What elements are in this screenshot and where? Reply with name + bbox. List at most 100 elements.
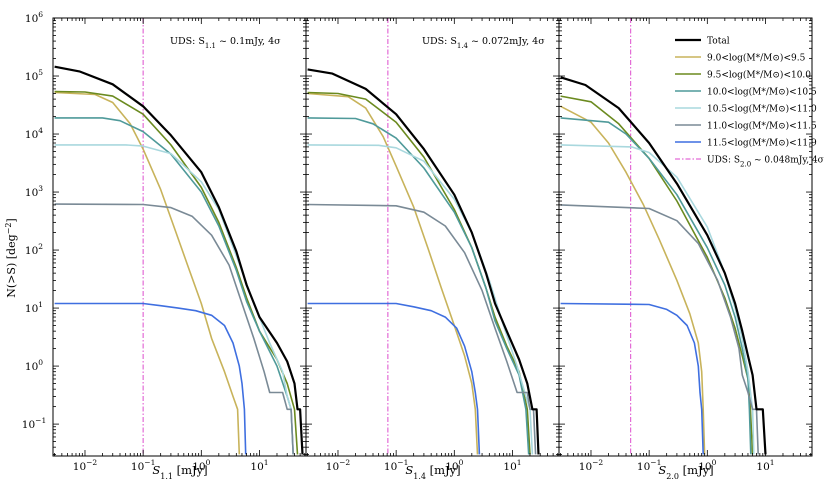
- legend-label-m119: 11.5<log(M*/M⊙)<11.9: [707, 138, 817, 149]
- x-axis-label-s14-unit: [mJy]: [426, 463, 461, 477]
- y-axis-label: N(>S) [deg−2]: [4, 218, 19, 297]
- x-tick-label-exp-s11: 0: [206, 458, 211, 467]
- legend-label-m115: 11.0<log(M*/M⊙)<11.5: [707, 121, 817, 132]
- legend-label-uds-post: ~ 0.048mJy, 4σ: [751, 156, 824, 166]
- series-group-s20: [560, 18, 767, 456]
- y-tick-label: 104: [25, 126, 43, 141]
- plot-frame-s14: [305, 17, 560, 457]
- x-tick-label-s20: 10−2: [579, 458, 604, 473]
- uds-label-s14-post: ~ 0.072mJy, 4σ: [468, 36, 545, 47]
- x-tick-label-exp-s11: −2: [86, 458, 97, 467]
- y-tick-label: 100: [25, 358, 43, 373]
- y-tick-label: 10−1: [22, 416, 46, 431]
- plot-area-s20: 10−2 10−1 100 101: [558, 17, 813, 473]
- x-axis-label-s11: S1.1 [mJy]: [152, 463, 207, 481]
- y-tick-label: 101: [25, 300, 43, 315]
- x-tick-label-exp-s14: 1: [517, 458, 522, 467]
- x-axis-label-s20-base: S: [658, 463, 666, 477]
- x-tick-label-s14: 101: [503, 458, 521, 473]
- legend-label-uds: UDS: S2.0 ~ 0.048mJy, 4σ: [707, 156, 824, 169]
- y-tick-label-exp: 2: [38, 242, 43, 251]
- uds-label-s11-pre: UDS: S: [170, 36, 205, 47]
- panel-s14: 10−2 10−1 100 101 UDS: S1.4 ~ 0.072mJy, 4σ …: [305, 17, 560, 481]
- series-m95-s14: [307, 92, 479, 455]
- panel-s11: 10−2 10−1 100 10110−1100101102103104105106 …: [22, 10, 307, 481]
- x-axis-label-s14-base: S: [405, 463, 413, 477]
- plot-frame-s20: [558, 17, 813, 457]
- uds-label-s11: UDS: S1.1 ~ 0.1mJy, 4σ: [170, 36, 281, 50]
- series-m95-s11: [54, 91, 241, 455]
- uds-label-s11-sub: 1.1: [205, 42, 216, 50]
- plot-frame-s11: [52, 17, 307, 457]
- x-tick-label-exp-s20: 1: [770, 458, 775, 467]
- legend-label-uds-pre: UDS: S: [707, 156, 740, 166]
- y-tick-label-exp: 1: [38, 300, 43, 309]
- series-m110-s14: [307, 144, 534, 455]
- x-tick-label-s11: 101: [250, 458, 268, 473]
- y-tick-label: 103: [25, 184, 43, 199]
- uds-label-s11-post: ~ 0.1mJy, 4σ: [216, 36, 281, 47]
- series-total-s11: [54, 65, 304, 455]
- x-tick-label-s14: 10−2: [326, 458, 351, 473]
- legend-label-m95: 9.0<log(M*/M⊙)<9.5: [707, 53, 806, 64]
- y-tick-label-exp: 6: [38, 10, 43, 19]
- x-tick-label-s20: 101: [756, 458, 774, 473]
- series-m119-s11: [54, 302, 247, 455]
- x-axis-label-s14-sub: 1.4: [413, 472, 426, 481]
- x-axis-label-s11-sub: 1.1: [160, 472, 173, 481]
- x-tick-label-s11: 10−2: [73, 458, 98, 473]
- series-m95-s20: [560, 105, 706, 455]
- x-tick-label-exp-s11: −1: [144, 458, 155, 467]
- uds-label-s14-pre: UDS: S: [422, 36, 457, 47]
- y-tick-label: 105: [25, 68, 43, 83]
- series-m119-s14: [307, 302, 481, 455]
- series-m115-s11: [54, 203, 294, 455]
- y-tick-label-exp: 3: [38, 184, 43, 193]
- series-m100-s11: [54, 90, 299, 455]
- x-tick-label-exp-s14: 0: [459, 458, 464, 467]
- series-m100-s20: [560, 95, 754, 455]
- series-m105-s11: [54, 117, 294, 455]
- x-axis-label-s20: S2.0 [mJy]: [658, 463, 713, 481]
- x-tick-label-exp-s14: −2: [339, 458, 350, 467]
- x-tick-label-exp-s11: 1: [264, 458, 269, 467]
- plot-area-s14: 10−2 10−1 100 101: [305, 17, 560, 473]
- series-m115-s14: [307, 203, 537, 455]
- x-tick-label-exp-s14: −1: [397, 458, 408, 467]
- x-axis-label-s11-unit: [mJy]: [173, 463, 208, 477]
- series-m115-s20: [560, 204, 759, 455]
- legend-label-m110: 10.5<log(M*/M⊙)<11.0: [707, 104, 817, 115]
- legend-label-total: Total: [707, 37, 730, 47]
- legend-label-m105: 10.0<log(M*/M⊙)<10.5: [707, 87, 817, 98]
- uds-label-s14-sub: 1.4: [457, 42, 469, 50]
- series-m105-s14: [307, 117, 530, 455]
- x-tick-label-exp-s20: 0: [712, 458, 717, 467]
- series-m119-s20: [560, 302, 704, 455]
- y-tick-label-exp: 0: [38, 358, 43, 367]
- x-axis-label-s11-base: S: [152, 463, 160, 477]
- y-axis-label-main: N(>S) [deg: [5, 234, 18, 297]
- panel-s20: 10−2 10−1 100 101 S2.0 [mJy]: [558, 17, 813, 481]
- series-total-s20: [560, 76, 767, 455]
- x-axis-label-s14: S1.4 [mJy]: [405, 463, 460, 481]
- y-axis-label-sup: −2: [4, 223, 13, 235]
- x-axis-label-s20-unit: [mJy]: [679, 463, 714, 477]
- y-tick-label: 102: [25, 242, 43, 257]
- x-tick-label-exp-s20: −1: [650, 458, 661, 467]
- series-group-s11: [54, 18, 304, 456]
- legend-label-m100: 9.5<log(M*/M⊙)<10.0: [707, 70, 811, 81]
- x-tick-label-exp-s20: −2: [592, 458, 603, 467]
- legend-label-uds-sub: 2.0: [740, 161, 751, 169]
- x-axis-label-s20-sub: 2.0: [666, 472, 679, 481]
- series-m100-s14: [307, 91, 531, 455]
- uds-label-s14: UDS: S1.4 ~ 0.072mJy, 4σ: [422, 36, 545, 50]
- legend: Total 9.0<log(M*/M⊙)<9.5 9.5<log(M*/M⊙)<…: [675, 37, 824, 169]
- series-group-s14: [307, 18, 540, 456]
- series-total-s14: [307, 68, 540, 455]
- series-m110-s11: [54, 144, 294, 455]
- y-tick-label-exp: 5: [38, 68, 43, 77]
- y-tick-label-exp: −1: [35, 416, 46, 425]
- y-tick-label-exp: 4: [38, 126, 43, 135]
